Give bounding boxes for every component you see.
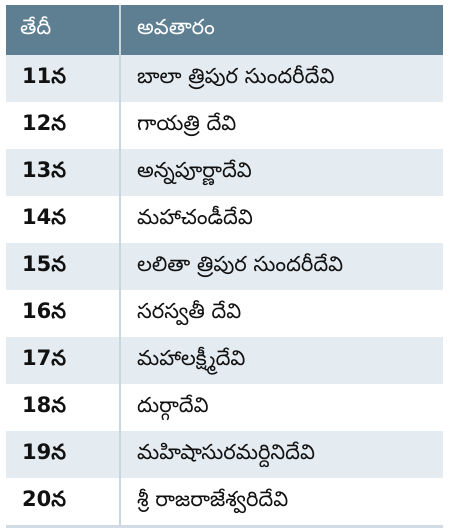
avatar-cell: అన్నపూర్ణాదేవి	[120, 149, 443, 196]
avatar-cell: గాయత్రి దేవి	[120, 102, 443, 149]
date-cell: 19న	[6, 431, 121, 478]
avatar-cell: లలితా త్రిపుర సుందరీదేవి	[120, 243, 443, 290]
avatar-cell: సరస్వతీ దేవి	[120, 290, 443, 337]
table-row: 11న బాలా త్రిపుర సుందరీదేవి	[6, 55, 443, 102]
table-container: తేదీ అవతారం 11న బాలా త్రిపుర సుందరీదేవి 12…	[6, 5, 443, 528]
table-row: 17న మహాలక్ష్మీదేవి	[6, 337, 443, 384]
date-cell: 12న	[6, 102, 121, 149]
date-cell: 20న	[6, 478, 121, 528]
table-row: 13న అన్నపూర్ణాదేవి	[6, 149, 443, 196]
avatar-cell: మహాలక్ష్మీదేవి	[120, 337, 443, 384]
date-cell: 11న	[6, 55, 121, 102]
table-row: 16న సరస్వతీ దేవి	[6, 290, 443, 337]
avatar-cell: దుర్గాదేవి	[120, 384, 443, 431]
avatar-cell: బాలా త్రిపుర సుందరీదేవి	[120, 55, 443, 102]
table-row: 12న గాయత్రి దేవి	[6, 102, 443, 149]
date-cell: 17న	[6, 337, 121, 384]
header-cell: తేదీ	[6, 5, 121, 55]
avatar-cell: మహాచండీదేవి	[120, 196, 443, 243]
table-header: తేదీ అవతారం	[6, 5, 443, 55]
date-cell: 15న	[6, 243, 121, 290]
header-row: తేదీ అవతారం	[6, 5, 443, 55]
avatar-cell: మహిషాసురమర్దినిదేవి	[120, 431, 443, 478]
header-cell: అవతారం	[120, 5, 443, 55]
date-cell: 14న	[6, 196, 121, 243]
avatar-cell: శ్రీ రాజరాజేశ్వరిదేవి	[120, 478, 443, 528]
table-row: 18న దుర్గాదేవి	[6, 384, 443, 431]
table-row: 20న శ్రీ రాజరాజేశ్వరిదేవి	[6, 478, 443, 528]
table: తేదీ అవతారం 11న బాలా త్రిపుర సుందరీదేవి 12…	[6, 5, 443, 528]
date-cell: 18న	[6, 384, 121, 431]
date-cell: 16న	[6, 290, 121, 337]
table-row: 19న మహిషాసురమర్దినిదేవి	[6, 431, 443, 478]
table-body: 11న బాలా త్రిపుర సుందరీదేవి 12న గాయత్రి దేవ…	[6, 55, 443, 528]
date-cell: 13న	[6, 149, 121, 196]
table-row: 15న లలితా త్రిపుర సుందరీదేవి	[6, 243, 443, 290]
table-row: 14న మహాచండీదేవి	[6, 196, 443, 243]
